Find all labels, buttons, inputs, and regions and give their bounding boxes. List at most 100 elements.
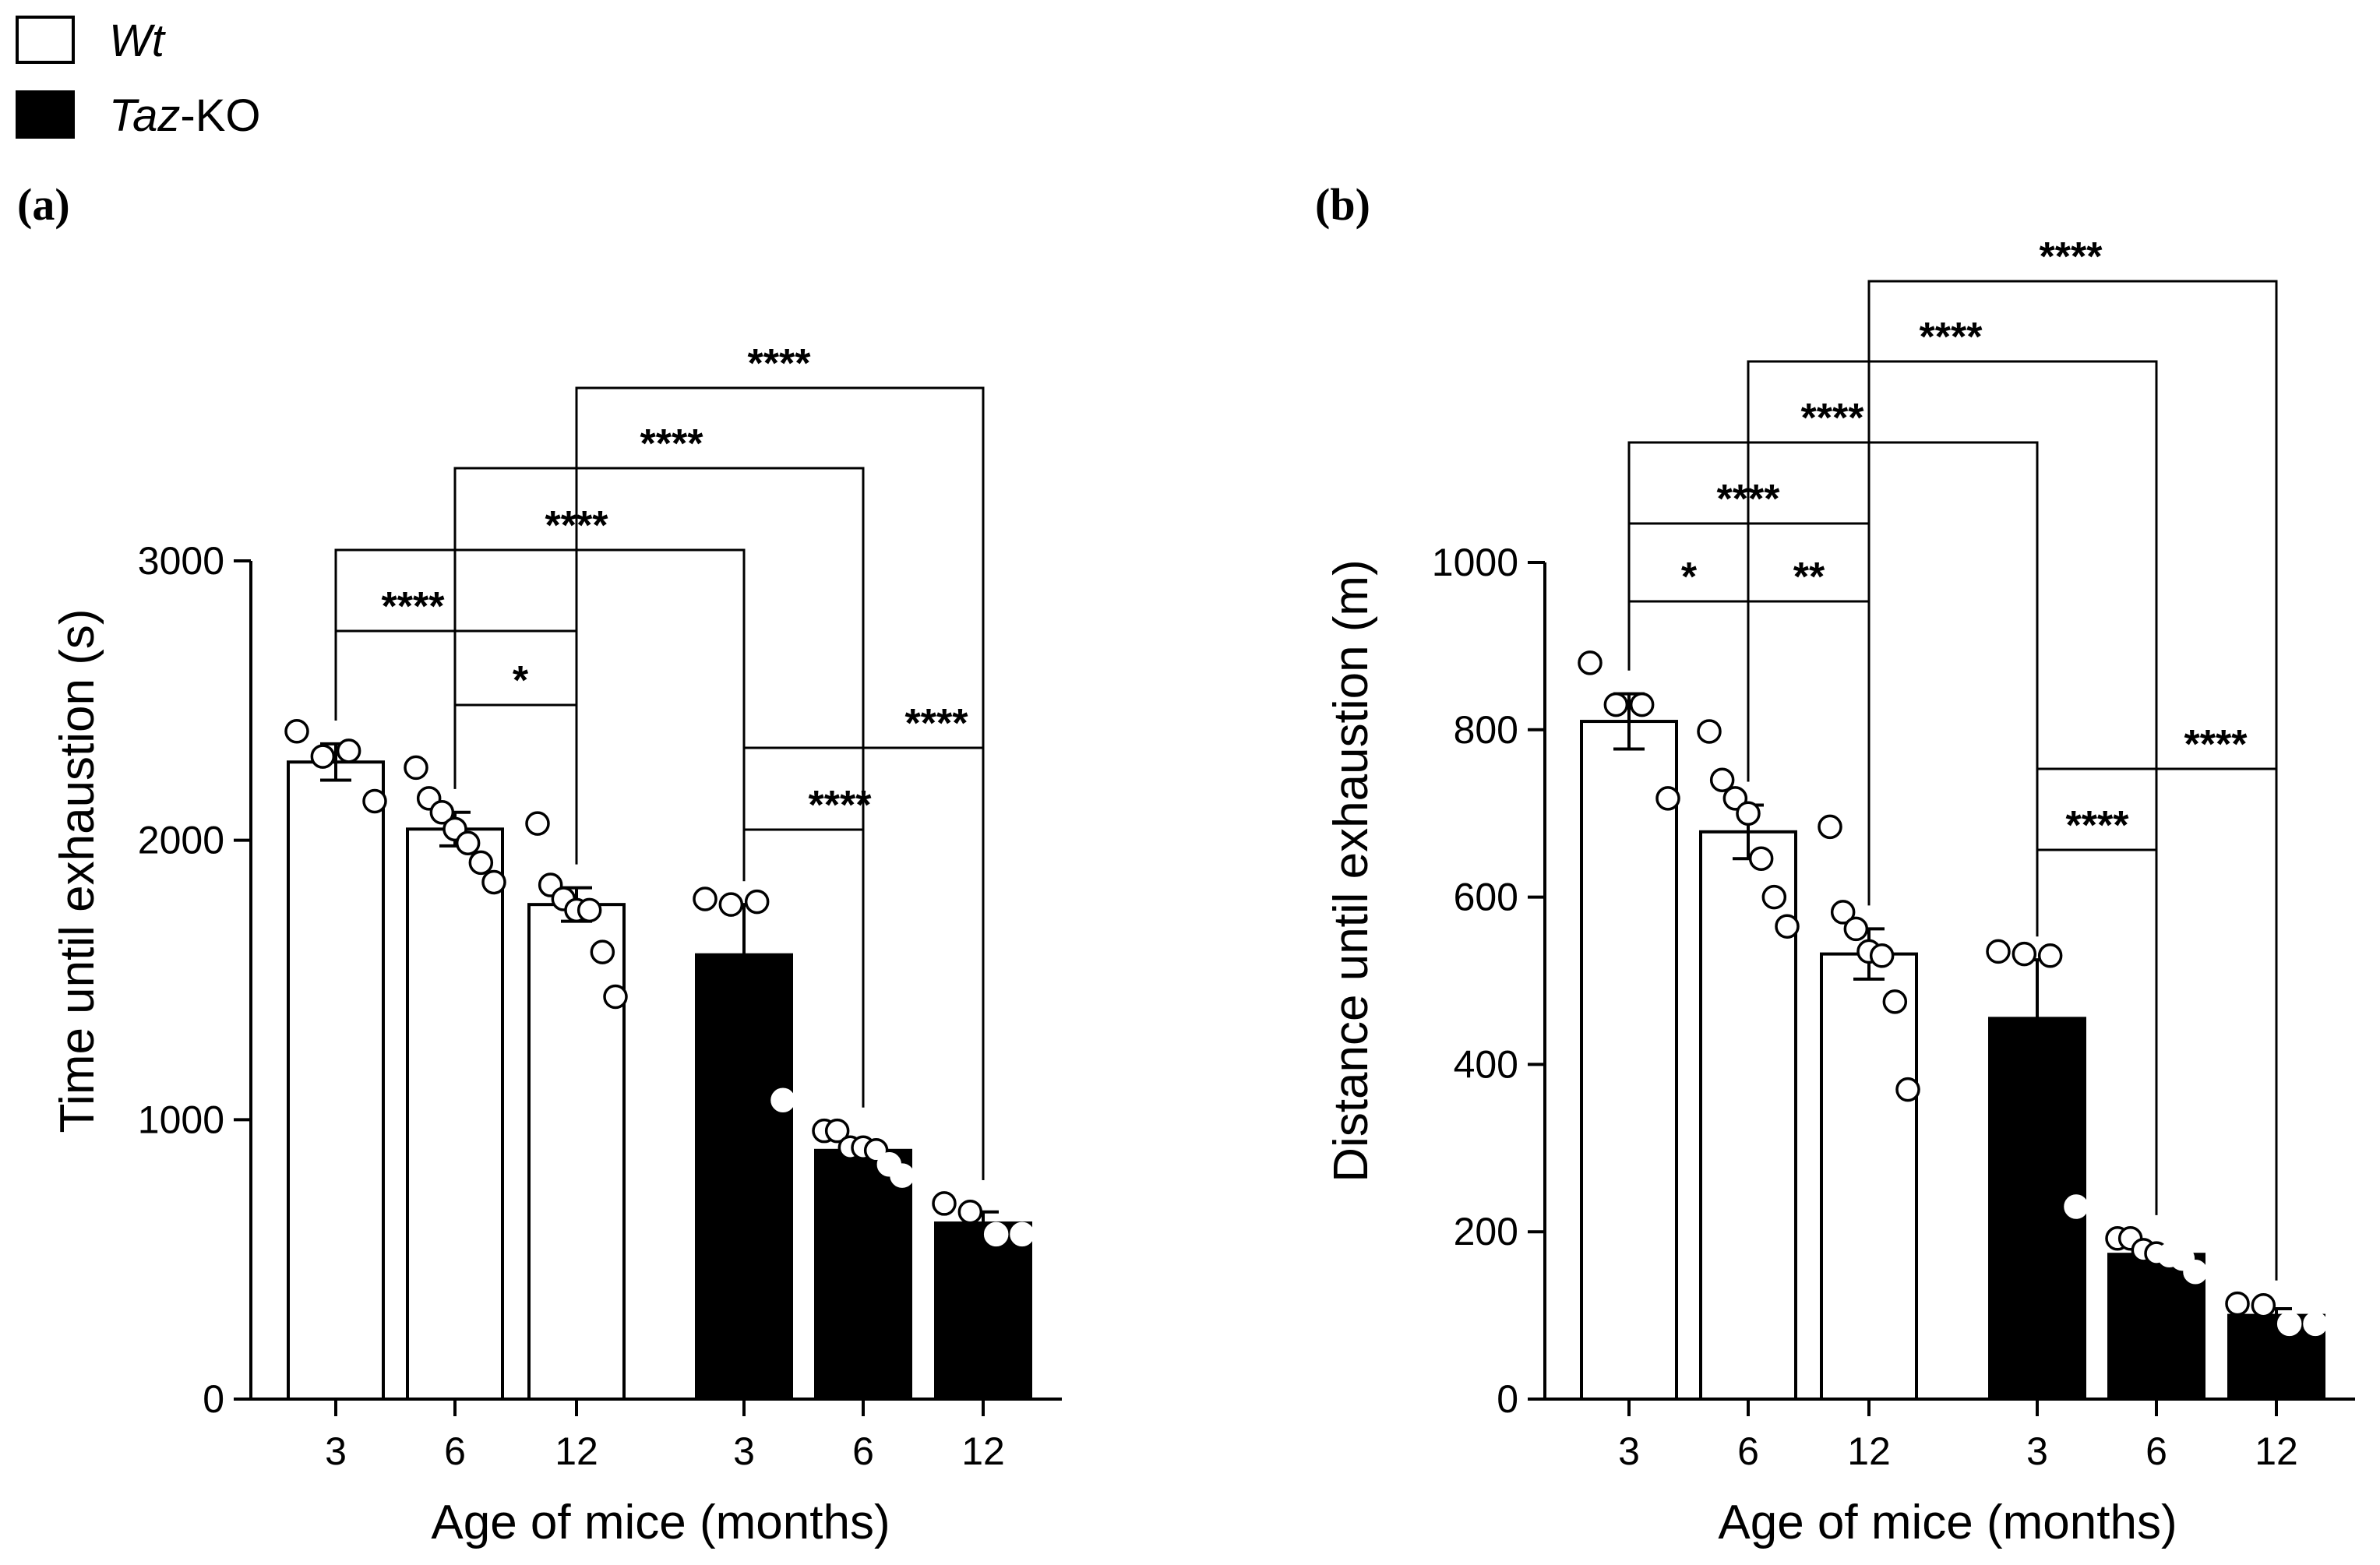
panel-a-bar-4 [814, 1148, 912, 1401]
panel-a-point-5-3 [1010, 1221, 1035, 1247]
panel-a-point-3-0 [693, 886, 718, 911]
panel-a-point-5-0 [932, 1191, 957, 1216]
panel-a-point-3-2 [744, 889, 770, 915]
panel-b-bracket-6: **** [1747, 315, 2158, 1215]
panel-a-xtick-label-1: 6 [444, 1429, 466, 1473]
legend-label-tazko-italic: Taz [109, 90, 180, 141]
panel-b-bracket-label-3: **** [2184, 722, 2248, 767]
legend-swatch-wt [16, 16, 75, 64]
panel-b-point-3-2 [2037, 943, 2063, 968]
panel-b-bar-2 [1820, 952, 1918, 1401]
panel-a-bracket-0: * [453, 658, 578, 801]
panel-b-point-0-2 [1629, 692, 1655, 717]
panel-b-label: (b) [1315, 179, 1370, 230]
panel-b-bracket-0: * [1627, 555, 1750, 708]
panel-b-bracket-line-5 [1627, 441, 2039, 929]
panel-a-bar-3 [695, 953, 793, 1401]
panel-a-bracket-label-2: **** [809, 783, 873, 828]
panel-b-xtick-label-1: 6 [1737, 1429, 1759, 1473]
panel-a-point-1-4 [455, 830, 481, 856]
panel-b-ytick-label-1: 200 [1454, 1210, 1518, 1253]
panel-a-xtick-label-4: 6 [852, 1429, 874, 1473]
panel-b-bracket-label-7: **** [2040, 234, 2103, 280]
panel-b-bracket-line-7 [1867, 280, 2278, 1281]
panel-a-point-2-0 [525, 811, 550, 836]
panel-a-point-2-6 [603, 984, 628, 1010]
panel-b-point-0-0 [1578, 650, 1603, 675]
panel-b-ytick-label-2: 400 [1454, 1042, 1518, 1086]
panel-b-bracket-label-6: **** [1920, 315, 1983, 360]
panel-a-bracket-line-4 [334, 548, 746, 876]
panel-a-bracket-line-5 [453, 467, 865, 1108]
panel-b-bracket-7: **** [1867, 234, 2278, 1281]
panel-b-point-3-1 [2012, 941, 2037, 967]
panel-a: (a) Time until exhaustion (s) Age of mic… [17, 179, 1062, 1549]
legend-label-tazko: Taz-KO [109, 90, 261, 141]
panel-a-point-4-6 [890, 1163, 915, 1188]
legend-label-wt: Wt [109, 16, 167, 66]
panel-b-xtick-label-4: 6 [2146, 1429, 2167, 1473]
panel-b-point-2-6 [1895, 1077, 1920, 1102]
panel-b-point-5-3 [2303, 1311, 2328, 1337]
panel-a-xtick-label-3: 3 [733, 1429, 755, 1473]
panel-b-point-5-1 [2251, 1292, 2276, 1318]
panel-b-ylabel: Distance until exhaustion (m) [1324, 559, 1378, 1182]
panel-b-point-1-3 [1736, 801, 1761, 826]
panel-a-xtick-label-5: 12 [961, 1429, 1005, 1473]
panel-b-ytick-label-5: 1000 [1432, 541, 1518, 584]
panel-a-point-2-5 [590, 939, 615, 964]
panel-a-xtick-label-2: 12 [555, 1429, 598, 1473]
panel-b-bracket-label-1: ** [1793, 555, 1825, 600]
panel-b-bracket-line-6 [1747, 360, 2158, 1215]
panel-a-point-5-1 [957, 1199, 983, 1225]
panel-a-point-1-6 [481, 869, 506, 895]
panel-a-bracket-line-6 [575, 386, 985, 1180]
panel-b-bracket-label-5: **** [1801, 396, 1865, 441]
panel-b-xtick-label-2: 12 [1847, 1429, 1891, 1473]
panel-a-point-2-4 [576, 897, 602, 923]
panel-a-bracket-label-3: **** [905, 701, 969, 746]
panel-b-point-3-0 [1986, 939, 2011, 964]
panel-b: (b) Distance until exhaustion (m) Age of… [1315, 179, 2355, 1549]
panel-b-ytick-label-4: 800 [1454, 708, 1518, 752]
panel-a-bracket-line-0 [453, 703, 578, 801]
panel-b-point-0-3 [1655, 786, 1680, 811]
panel-b-bracket-label-2: **** [2066, 803, 2130, 848]
panel-b-bar-0 [1580, 720, 1678, 1401]
panel-b-point-1-5 [1761, 884, 1787, 910]
panel-b-point-1-0 [1697, 719, 1722, 744]
panel-b-ytick-label-3: 600 [1454, 876, 1518, 919]
panel-b-point-1-6 [1775, 914, 1800, 939]
panel-b-point-1-1 [1709, 767, 1735, 792]
panel-b-xtick-label-5: 12 [2255, 1429, 2298, 1473]
panel-a-bracket-label-6: **** [748, 341, 812, 386]
panel-a-ylabel: Time until exhaustion (s) [51, 608, 104, 1133]
panel-a-bracket-label-0: * [513, 658, 529, 703]
panel-a-point-4-1 [824, 1118, 850, 1144]
panel-b-ytick-label-0: 0 [1497, 1377, 1518, 1421]
panel-a-point-0-1 [310, 744, 336, 769]
panel-b-bracket-line-0 [1627, 600, 1750, 708]
panel-a-bracket-label-5: **** [640, 421, 704, 467]
legend: Wt Taz-KO [16, 16, 261, 141]
panel-b-point-2-4 [1869, 943, 1895, 968]
panel-b-errorbar-3 [2022, 958, 2053, 1019]
panel-a-ytick-label-1: 1000 [138, 1098, 224, 1141]
panel-a-point-5-2 [983, 1221, 1009, 1247]
panel-a-point-0-2 [336, 738, 361, 763]
legend-label-wt-italic: Wt [109, 16, 167, 66]
panel-b-point-5-2 [2276, 1311, 2302, 1337]
panel-b-point-2-2 [1843, 916, 1869, 942]
panel-a-bar-5 [934, 1221, 1032, 1401]
panel-b-point-4-6 [2183, 1260, 2208, 1285]
panel-b-point-2-1 [1830, 900, 1856, 925]
panel-b-xtick-label-3: 3 [2026, 1429, 2048, 1473]
legend-swatch-tazko [16, 90, 75, 139]
panel-b-point-1-4 [1748, 846, 1774, 871]
panel-a-point-1-5 [468, 850, 494, 876]
panel-a-ytick-label-0: 0 [203, 1377, 224, 1421]
panel-a-point-0-0 [284, 719, 309, 744]
panel-b-point-2-5 [1882, 989, 1908, 1014]
